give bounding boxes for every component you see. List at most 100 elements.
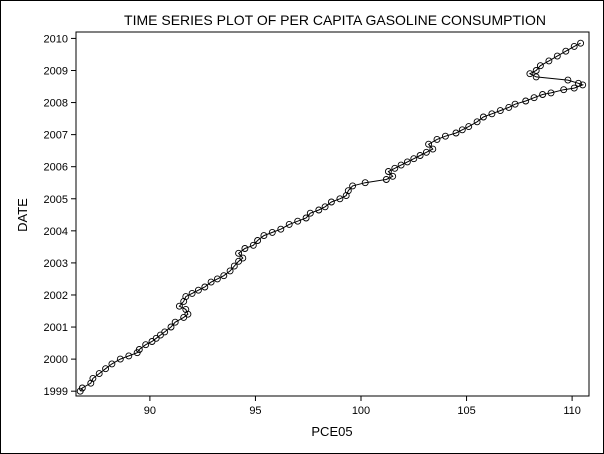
y-tick-label: 2003 bbox=[44, 258, 68, 270]
data-point bbox=[188, 289, 196, 297]
x-tick-label: 90 bbox=[144, 405, 156, 417]
data-point bbox=[102, 365, 110, 373]
data-point bbox=[327, 198, 335, 206]
data-point bbox=[382, 176, 390, 183]
data-point bbox=[156, 331, 164, 339]
data-point bbox=[336, 195, 344, 203]
data-point bbox=[384, 168, 392, 175]
data-point bbox=[522, 97, 530, 105]
data-point bbox=[226, 267, 234, 275]
data-point bbox=[171, 318, 179, 326]
data-point bbox=[161, 328, 169, 336]
data-point bbox=[560, 86, 568, 94]
plot-area bbox=[75, 31, 590, 397]
data-point bbox=[488, 110, 496, 118]
data-point bbox=[433, 135, 441, 143]
data-point bbox=[239, 254, 247, 262]
data-point bbox=[306, 209, 314, 217]
data-point bbox=[577, 39, 585, 47]
data-point bbox=[441, 132, 449, 140]
data-point bbox=[89, 374, 97, 382]
chart-title: TIME SERIES PLOT OF PER CAPITA GASOLINE … bbox=[124, 12, 546, 28]
data-point bbox=[403, 158, 411, 166]
data-point bbox=[570, 84, 578, 92]
data-point bbox=[241, 245, 249, 252]
data-point bbox=[429, 145, 437, 153]
data-point bbox=[574, 79, 582, 87]
data-point bbox=[260, 232, 268, 240]
data-point bbox=[361, 179, 369, 187]
data-point bbox=[344, 187, 352, 195]
data-point bbox=[545, 57, 553, 65]
y-axis: 1999 2000 2001 2002 2003 2004 2005 2006 2007 2008… bbox=[44, 33, 76, 398]
data-point bbox=[235, 249, 243, 257]
data-point bbox=[416, 152, 424, 159]
data-point bbox=[294, 217, 302, 225]
x-axis-label: PCE05 bbox=[311, 424, 352, 439]
data-point bbox=[526, 70, 534, 78]
data-point bbox=[142, 341, 150, 349]
data-point bbox=[220, 272, 228, 280]
data-point bbox=[213, 275, 221, 283]
data-point bbox=[108, 360, 116, 368]
data-point bbox=[553, 52, 561, 60]
series-markers bbox=[76, 39, 587, 395]
data-point bbox=[564, 76, 572, 84]
data-point bbox=[539, 91, 547, 98]
y-tick-label: 2002 bbox=[44, 290, 68, 302]
y-tick-label: 2007 bbox=[44, 130, 68, 142]
data-point bbox=[389, 172, 397, 180]
data-point bbox=[182, 305, 190, 313]
data-point bbox=[422, 148, 430, 156]
y-tick-label: 2008 bbox=[44, 98, 68, 110]
data-point bbox=[116, 355, 124, 363]
data-point bbox=[201, 283, 209, 291]
data-point bbox=[302, 214, 310, 222]
data-point bbox=[547, 89, 555, 97]
x-tick-label: 110 bbox=[563, 405, 581, 417]
data-point bbox=[532, 67, 540, 74]
data-point bbox=[321, 203, 329, 211]
data-point bbox=[570, 42, 578, 50]
data-point bbox=[315, 206, 323, 214]
data-point bbox=[530, 94, 538, 102]
x-tick-label: 105 bbox=[457, 405, 475, 417]
y-tick-label: 2009 bbox=[44, 65, 68, 77]
data-point bbox=[207, 278, 215, 286]
data-point bbox=[505, 103, 513, 111]
y-tick-label: 2001 bbox=[44, 322, 68, 334]
data-point bbox=[78, 384, 86, 392]
data-point bbox=[277, 225, 285, 233]
data-point bbox=[175, 302, 183, 310]
y-axis-label: DATE bbox=[15, 198, 30, 232]
y-tick-label: 1999 bbox=[44, 386, 68, 398]
data-point bbox=[397, 161, 405, 169]
data-point bbox=[125, 352, 133, 360]
data-point bbox=[349, 182, 357, 190]
series-line bbox=[79, 42, 585, 392]
data-point bbox=[511, 100, 519, 108]
data-point bbox=[458, 126, 466, 134]
y-tick-label: 2004 bbox=[44, 226, 68, 238]
x-tick-label: 100 bbox=[352, 405, 370, 417]
data-point bbox=[473, 118, 481, 126]
data-point bbox=[194, 286, 202, 294]
data-point bbox=[230, 262, 238, 270]
data-point bbox=[410, 155, 418, 163]
x-axis: 90 95 100 105 110 bbox=[144, 396, 581, 417]
y-tick-label: 2006 bbox=[44, 162, 68, 174]
data-point bbox=[479, 113, 487, 121]
data-point bbox=[452, 129, 460, 137]
data-point bbox=[496, 107, 504, 115]
data-point bbox=[135, 346, 143, 353]
data-point bbox=[249, 241, 257, 249]
x-tick-label: 95 bbox=[249, 405, 261, 417]
data-point bbox=[536, 62, 544, 70]
y-tick-label: 2000 bbox=[44, 354, 68, 366]
data-point bbox=[95, 370, 103, 378]
data-point bbox=[391, 164, 399, 172]
data-point bbox=[268, 228, 276, 236]
data-point bbox=[182, 293, 190, 301]
